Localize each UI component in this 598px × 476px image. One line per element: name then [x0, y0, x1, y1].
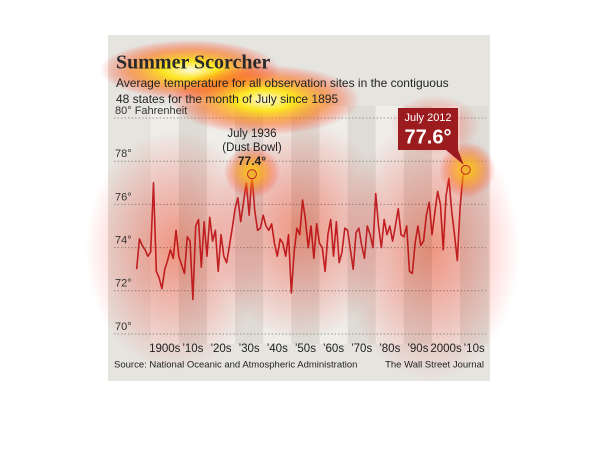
x-tick-label: ’50s [295, 343, 316, 355]
labels: 1900s ’10s ’20s ’30s ’40s ’50s ’60s ’70s ’80s ’90… [115, 105, 485, 355]
x-tick-label: ’40s [267, 343, 288, 355]
callout-label: July 2012 [404, 112, 451, 124]
x-tick-label: ’30s [239, 343, 260, 355]
chart-title: Summer Scorcher [116, 52, 270, 74]
x-tick-label: 2000s [430, 343, 462, 355]
highlight-point [460, 164, 471, 175]
highlight-point [246, 169, 257, 180]
x-tick-label: ’80s [379, 343, 400, 355]
y-tick-label: 70° [115, 321, 132, 333]
y-tick-label: 74° [115, 235, 132, 247]
credit: The Wall Street Journal [385, 360, 484, 371]
x-tick-label: ’70s [351, 343, 372, 355]
callout-value: 77.6° [405, 126, 452, 148]
annotation-value: 77.4° [238, 154, 266, 168]
y-tick-label: 76° [115, 191, 132, 203]
y-tick-label: 72° [115, 278, 132, 290]
callout-pointer [446, 150, 464, 165]
x-tick-label: ’20s [210, 343, 231, 355]
annotation-label: July 1936 [227, 128, 276, 140]
x-tick-label: ’10s [464, 343, 485, 355]
annotation-note: (Dust Bowl) [222, 142, 282, 154]
subtitle: 48 states for the month of July since 18… [116, 92, 338, 106]
y-tick-label: 80° Fahrenheit [115, 105, 187, 117]
x-tick-label: ’90s [407, 343, 428, 355]
source: Source: National Oceanic and Atmospheric… [114, 360, 357, 371]
subtitle: Average temperature for all observation … [116, 76, 449, 90]
y-tick-label: 78° [115, 148, 132, 160]
x-tick-label: ’10s [182, 343, 203, 355]
x-tick-label: 1900s [149, 343, 181, 355]
heat-blob [170, 65, 360, 135]
callout-box [398, 108, 458, 150]
x-tick-label: ’60s [323, 343, 344, 355]
